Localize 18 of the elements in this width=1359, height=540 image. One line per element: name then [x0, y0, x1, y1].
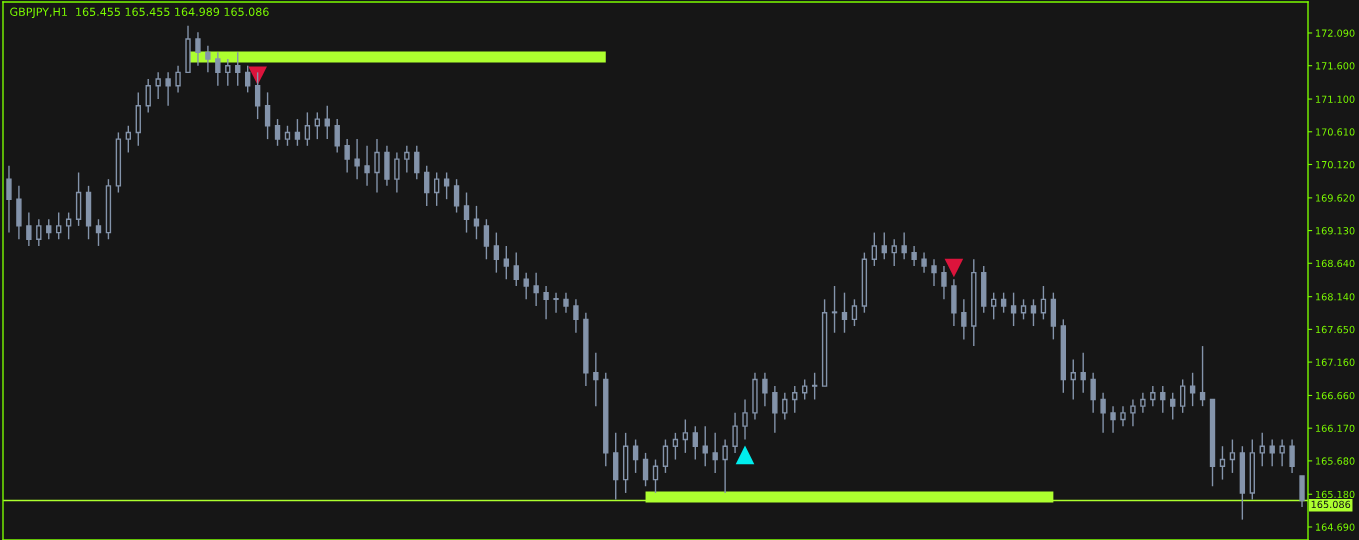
- y-tick-label: 172.090: [1316, 29, 1355, 37]
- y-tick-label: 171.600: [1316, 62, 1355, 70]
- y-tick-label: 169.620: [1316, 194, 1355, 202]
- y-tick-label: 171.100: [1316, 95, 1355, 103]
- y-tick-label: 166.660: [1316, 391, 1355, 400]
- y-tick-label: 165.180: [1316, 490, 1355, 499]
- y-tick-label: 166.170: [1316, 424, 1355, 433]
- y-tick-label: 169.130: [1316, 227, 1355, 235]
- chart-title: GBPJPY,H1 165.455 165.455 164.989 165.086: [10, 7, 269, 19]
- y-tick-label: 165.680: [1316, 457, 1355, 465]
- y-tick-label: 170.610: [1316, 128, 1355, 136]
- y-tick-label: 164.690: [1316, 523, 1355, 531]
- y-tick-label: 167.160: [1316, 358, 1355, 366]
- y-tick-label: 170.120: [1316, 160, 1355, 169]
- ref-line-label: 165.086: [1311, 500, 1351, 509]
- y-tick-label: 168.640: [1316, 259, 1355, 268]
- y-tick-label: 168.140: [1316, 293, 1355, 301]
- y-tick-label: 167.650: [1316, 325, 1355, 334]
